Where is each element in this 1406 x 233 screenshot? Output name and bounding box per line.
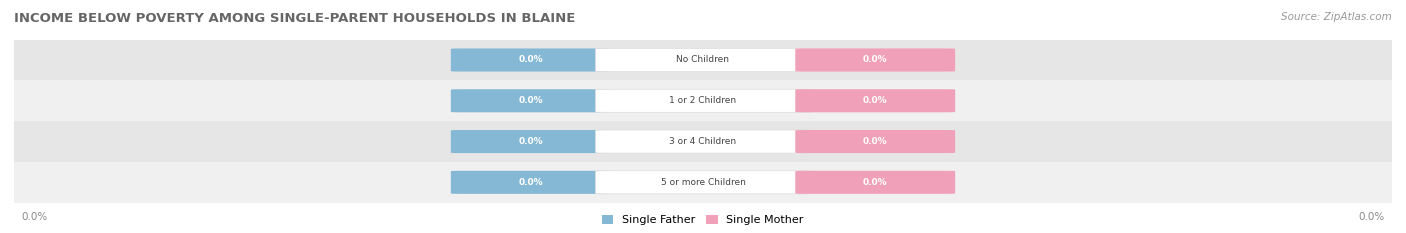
Text: 0.0%: 0.0% — [863, 96, 887, 105]
Text: INCOME BELOW POVERTY AMONG SINGLE-PARENT HOUSEHOLDS IN BLAINE: INCOME BELOW POVERTY AMONG SINGLE-PARENT… — [14, 12, 575, 25]
FancyBboxPatch shape — [796, 171, 955, 194]
Text: No Children: No Children — [676, 55, 730, 65]
FancyBboxPatch shape — [796, 89, 955, 112]
Legend: Single Father, Single Mother: Single Father, Single Mother — [602, 215, 804, 225]
Bar — [14, 162, 1392, 203]
FancyBboxPatch shape — [451, 171, 610, 194]
Text: 0.0%: 0.0% — [21, 212, 48, 222]
FancyBboxPatch shape — [596, 171, 810, 194]
Text: 1 or 2 Children: 1 or 2 Children — [669, 96, 737, 105]
Text: 5 or more Children: 5 or more Children — [661, 178, 745, 187]
FancyBboxPatch shape — [796, 130, 955, 153]
Text: 3 or 4 Children: 3 or 4 Children — [669, 137, 737, 146]
Text: 0.0%: 0.0% — [519, 178, 543, 187]
Text: 0.0%: 0.0% — [863, 178, 887, 187]
FancyBboxPatch shape — [451, 48, 610, 72]
Text: 0.0%: 0.0% — [519, 137, 543, 146]
FancyBboxPatch shape — [596, 48, 810, 72]
FancyBboxPatch shape — [451, 130, 610, 153]
Text: 0.0%: 0.0% — [1358, 212, 1385, 222]
FancyBboxPatch shape — [596, 130, 810, 153]
Bar — [14, 80, 1392, 121]
FancyBboxPatch shape — [451, 89, 610, 112]
FancyBboxPatch shape — [796, 48, 955, 72]
Bar — [14, 40, 1392, 80]
Text: 0.0%: 0.0% — [863, 137, 887, 146]
Bar — [14, 121, 1392, 162]
Text: 0.0%: 0.0% — [519, 55, 543, 65]
Text: 0.0%: 0.0% — [863, 55, 887, 65]
FancyBboxPatch shape — [596, 89, 810, 112]
Text: 0.0%: 0.0% — [519, 96, 543, 105]
Text: Source: ZipAtlas.com: Source: ZipAtlas.com — [1281, 12, 1392, 22]
